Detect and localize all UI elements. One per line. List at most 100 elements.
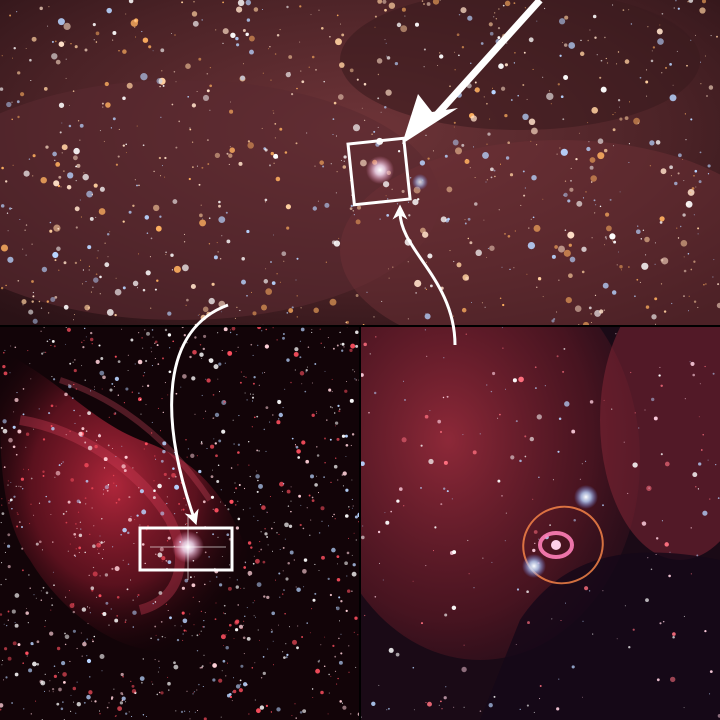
star bbox=[185, 304, 187, 306]
star bbox=[160, 116, 162, 118]
star bbox=[53, 665, 56, 667]
star bbox=[294, 444, 297, 446]
star bbox=[247, 142, 254, 149]
star bbox=[387, 707, 390, 710]
star bbox=[474, 177, 476, 178]
star bbox=[329, 438, 332, 441]
star bbox=[330, 675, 332, 677]
star bbox=[290, 486, 292, 488]
star bbox=[52, 541, 54, 543]
star bbox=[219, 257, 222, 260]
star bbox=[101, 557, 104, 560]
star bbox=[86, 638, 88, 640]
star bbox=[1, 504, 3, 506]
star bbox=[48, 412, 51, 415]
star bbox=[49, 229, 53, 233]
star bbox=[612, 240, 614, 242]
star bbox=[229, 109, 234, 114]
star bbox=[30, 477, 33, 480]
star bbox=[651, 397, 655, 402]
star bbox=[225, 675, 227, 677]
star bbox=[632, 462, 638, 468]
star bbox=[85, 336, 87, 338]
star bbox=[229, 695, 233, 699]
star bbox=[582, 197, 585, 199]
star bbox=[424, 287, 426, 289]
star bbox=[396, 22, 402, 28]
star bbox=[351, 498, 353, 500]
star bbox=[206, 448, 208, 449]
star bbox=[222, 1, 224, 4]
star bbox=[464, 222, 467, 225]
star bbox=[404, 399, 406, 401]
star bbox=[168, 689, 170, 691]
star bbox=[449, 85, 451, 87]
star bbox=[52, 571, 54, 573]
star bbox=[194, 413, 196, 415]
star bbox=[278, 624, 279, 626]
star bbox=[504, 540, 506, 542]
star bbox=[276, 34, 280, 37]
star bbox=[646, 485, 652, 491]
star bbox=[106, 308, 114, 316]
star bbox=[140, 681, 143, 684]
star bbox=[76, 527, 78, 530]
star bbox=[501, 327, 503, 329]
star bbox=[501, 495, 503, 497]
star bbox=[218, 204, 221, 208]
star bbox=[324, 370, 326, 372]
star bbox=[338, 596, 341, 599]
star bbox=[199, 213, 203, 218]
star bbox=[245, 562, 247, 564]
star bbox=[178, 502, 181, 505]
star bbox=[67, 550, 69, 552]
star bbox=[717, 714, 720, 718]
star bbox=[458, 14, 461, 16]
star bbox=[522, 84, 525, 86]
star bbox=[312, 598, 316, 602]
star bbox=[137, 253, 140, 255]
star bbox=[106, 706, 109, 709]
star bbox=[385, 42, 387, 44]
star bbox=[569, 256, 576, 263]
star bbox=[251, 426, 253, 428]
star bbox=[238, 415, 240, 417]
star bbox=[44, 620, 46, 622]
star bbox=[154, 342, 156, 345]
star bbox=[701, 0, 707, 4]
star bbox=[164, 156, 167, 160]
star bbox=[341, 342, 345, 346]
star bbox=[7, 533, 11, 537]
star bbox=[46, 340, 49, 343]
star bbox=[87, 623, 89, 625]
star bbox=[353, 371, 356, 373]
star bbox=[251, 667, 254, 669]
star bbox=[110, 697, 113, 700]
star bbox=[157, 407, 159, 409]
star bbox=[318, 9, 320, 11]
star bbox=[228, 692, 232, 696]
star bbox=[223, 403, 224, 405]
star bbox=[299, 41, 301, 43]
star bbox=[602, 282, 609, 289]
star bbox=[80, 259, 82, 261]
star bbox=[14, 593, 20, 598]
star bbox=[628, 266, 630, 268]
star bbox=[245, 376, 247, 378]
star bbox=[137, 359, 143, 365]
star bbox=[243, 620, 245, 622]
star bbox=[132, 610, 137, 615]
star bbox=[58, 464, 61, 467]
star bbox=[330, 481, 332, 484]
star bbox=[582, 321, 590, 326]
star bbox=[504, 63, 508, 67]
star bbox=[390, 510, 392, 513]
star bbox=[470, 62, 472, 64]
star bbox=[668, 574, 671, 578]
star bbox=[247, 140, 251, 143]
star bbox=[604, 36, 606, 39]
star bbox=[340, 652, 343, 655]
star bbox=[567, 231, 575, 239]
star bbox=[284, 613, 286, 615]
star bbox=[578, 324, 580, 326]
